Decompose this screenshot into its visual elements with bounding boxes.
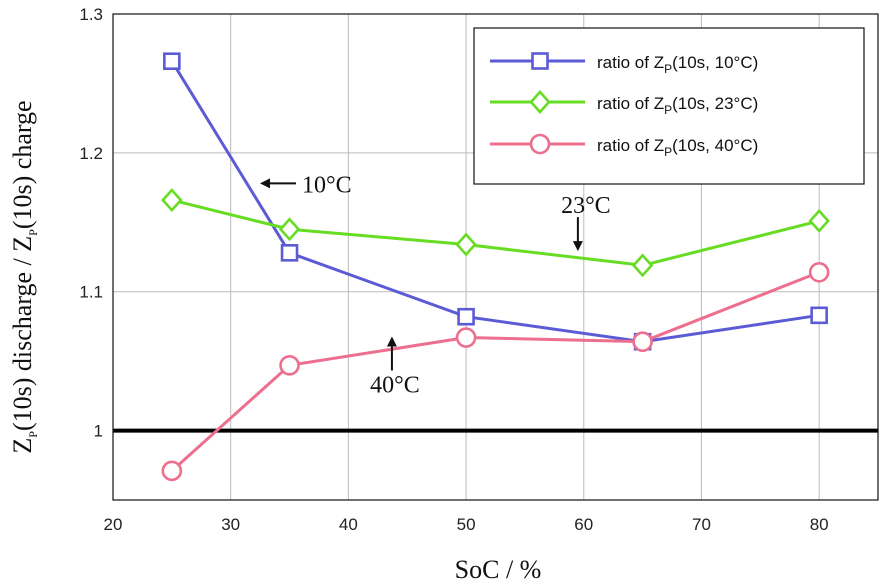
legend-label-text: (10s, 10°C) — [672, 53, 758, 72]
y-axis-title-subscript: P — [26, 229, 40, 236]
data-point-10c — [457, 307, 475, 326]
data-point-40c — [808, 261, 830, 283]
legend-label-10c: ratio of ZP(10s, 10°C) — [597, 53, 758, 76]
annotation-label-10c: 10°C — [302, 172, 352, 198]
data-point-23c — [808, 208, 830, 233]
series — [161, 52, 830, 482]
annotation-40c: 40°C — [370, 336, 420, 398]
data-point-23c — [278, 217, 301, 242]
y-axis-title-part: (10s) charge — [8, 100, 37, 229]
x-axis-title: SoC / % — [455, 555, 542, 584]
legend-label-40c: ratio of ZP(10s, 40°C) — [597, 136, 758, 159]
legend-marker-23c — [529, 90, 551, 114]
data-point-40c — [455, 327, 477, 348]
x-tick-label: 30 — [221, 515, 240, 534]
y-tick-label: 1.1 — [79, 283, 103, 302]
x-tick-label: 60 — [574, 515, 593, 534]
data-point-23c — [631, 253, 654, 278]
x-tick-label: 70 — [692, 515, 711, 534]
y-axis-title-subscript: P — [26, 431, 40, 438]
data-point-10c — [163, 52, 181, 71]
x-tick-label: 40 — [339, 515, 358, 534]
y-tick-label: 1 — [94, 422, 103, 441]
annotation-10c: 10°C — [260, 172, 352, 198]
annotations: 10°C 23°C 40°C — [260, 172, 611, 398]
legend-label-text: ratio of Z — [597, 136, 664, 155]
legend-label-subscript: P — [664, 103, 672, 117]
annotation-23c: 23°C — [561, 193, 611, 252]
data-point-40c — [632, 331, 653, 353]
data-point-40c — [161, 460, 183, 482]
x-tick-label: 50 — [457, 515, 476, 534]
annotation-arrowhead-23c — [572, 241, 583, 252]
annotation-arrowhead-40c — [386, 336, 397, 347]
legend-label-subscript: P — [664, 62, 672, 76]
series-40c — [161, 261, 830, 482]
y-axis-title-part: (10s) discharge / Z — [8, 236, 37, 431]
annotation-label-40c: 40°C — [370, 372, 420, 398]
data-point-40c — [279, 355, 300, 376]
x-tick-label: 80 — [810, 515, 829, 534]
legend-marker-10c — [531, 52, 549, 70]
legend-entries — [490, 52, 585, 155]
y-axis-title: ZP(10s) discharge / ZP(10s) charge — [8, 100, 40, 453]
legend-marker-40c — [529, 133, 551, 155]
plot-frame — [112, 13, 879, 501]
legend-label-text: ratio of Z — [597, 53, 664, 72]
axis-ticks: 20 30 40 50 60 70 80 1 1.1 1.2 1.3 — [79, 5, 828, 534]
annotation-arrowhead-10c — [260, 178, 270, 189]
legend-label-text: ratio of Z — [597, 94, 664, 113]
legend-label-text: (10s, 40°C) — [672, 136, 758, 155]
legend-label-subscript: P — [664, 145, 672, 159]
series-23c — [161, 188, 830, 278]
legend-label-text: (10s, 23°C) — [672, 94, 758, 113]
x-tick-label: 20 — [104, 515, 123, 534]
legend: ratio of ZP(10s, 10°C) ratio of ZP(10s, … — [473, 27, 865, 185]
y-tick-label: 1.2 — [79, 144, 103, 163]
data-point-10c — [810, 306, 828, 325]
y-tick-label: 1.3 — [79, 5, 103, 24]
legend-label-23c: ratio of ZP(10s, 23°C) — [597, 94, 758, 117]
data-point-23c — [455, 232, 477, 257]
data-point-10c — [280, 244, 299, 262]
y-axis-title-part: Z — [8, 438, 37, 454]
data-point-23c — [161, 188, 183, 213]
annotation-label-23c: 23°C — [561, 193, 611, 219]
